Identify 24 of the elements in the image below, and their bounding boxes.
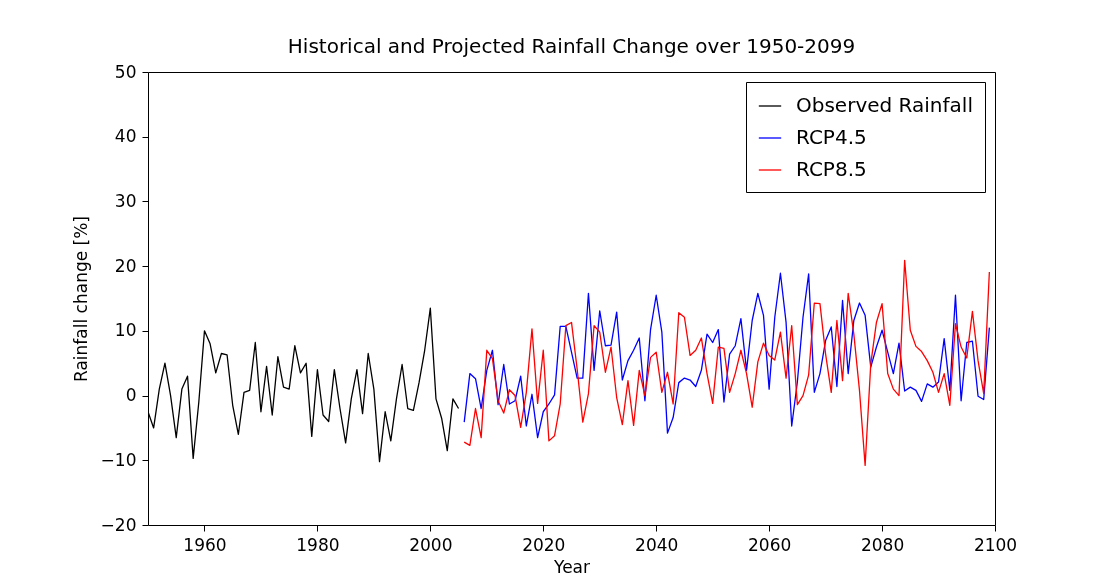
x-tick-label: 1980: [296, 534, 340, 555]
legend-label: RCP8.5: [796, 157, 867, 181]
line-series: [463, 272, 990, 439]
chart-title: Historical and Projected Rainfall Change over 1950-2099: [287, 34, 856, 58]
x-tick-label: 2080: [860, 534, 905, 555]
legend-label: RCP4.5: [796, 125, 867, 149]
x-tick-label: 2020: [522, 534, 566, 555]
y-tick-label: 0: [125, 385, 137, 406]
x-tick-label: 1960: [183, 534, 227, 555]
y-tick-label: −20: [100, 514, 137, 535]
x-tick-label: 2100: [973, 534, 1018, 555]
y-tick-label: −10: [100, 449, 137, 470]
y-tick-label: 30: [114, 190, 137, 211]
x-tick-label: 2060: [748, 534, 792, 555]
y-axis-title: Rainfall change [%]: [70, 216, 91, 382]
y-tick-label: 10: [114, 320, 137, 341]
y-tick-label: 20: [114, 255, 137, 276]
line-series: [463, 259, 990, 467]
x-tick-label: 2040: [635, 534, 679, 555]
y-tick-label: 40: [114, 126, 137, 147]
x-tick-label: 2000: [409, 534, 453, 555]
legend-label: Observed Rainfall: [796, 93, 973, 117]
x-axis-title: Year: [553, 556, 590, 577]
y-tick-label: 50: [114, 61, 137, 82]
